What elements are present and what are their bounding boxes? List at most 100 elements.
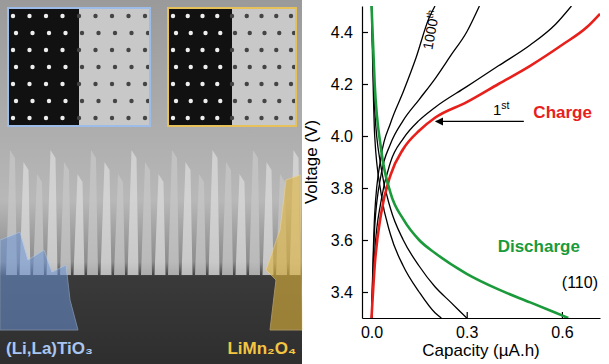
atom-column <box>274 116 278 120</box>
atom-column <box>200 82 204 86</box>
inset-dark <box>168 8 232 126</box>
y-tick: 3.8 <box>331 180 368 197</box>
atom-column <box>230 48 234 52</box>
atom-column <box>126 48 130 52</box>
atom-column <box>289 14 293 18</box>
sem-column <box>101 162 112 275</box>
atom-column <box>215 116 219 120</box>
atom-column <box>200 48 204 52</box>
atom-column <box>27 116 31 120</box>
atom-column <box>63 31 67 35</box>
atom-column <box>110 14 114 18</box>
cycle-arrow <box>436 121 524 122</box>
atom-column <box>110 82 114 86</box>
annotation: 1st <box>493 99 510 118</box>
y-tick: 4.4 <box>331 24 368 41</box>
atom-column <box>245 48 249 52</box>
y-tick-mark <box>362 136 368 137</box>
inset-lmo <box>168 8 296 126</box>
atom-column <box>14 31 18 35</box>
atom-column <box>47 65 51 69</box>
atom-column <box>11 116 15 120</box>
atom-column <box>143 116 147 120</box>
atom-column <box>143 82 147 86</box>
atom-column <box>60 14 64 18</box>
atom-column <box>171 82 175 86</box>
sem-column <box>209 150 220 275</box>
atom-column <box>129 31 133 35</box>
atom-column <box>248 31 252 35</box>
atom-column <box>27 48 31 52</box>
atom-column <box>60 116 64 120</box>
y-axis: 3.43.63.84.04.24.4 <box>331 7 368 319</box>
y-tick-label: 4.2 <box>331 76 353 93</box>
atom-column <box>218 31 222 35</box>
curve-later-cycle <box>372 6 467 318</box>
y-axis-title: Voltage (V) <box>302 120 321 204</box>
atom-column <box>186 82 190 86</box>
y-tick: 3.4 <box>331 284 368 301</box>
series-label: Discharge <box>498 237 580 256</box>
atom-column <box>30 99 34 103</box>
atom-column <box>47 31 51 35</box>
atom-column <box>110 116 114 120</box>
y-axis-line <box>362 7 363 319</box>
sem-texture <box>6 150 301 275</box>
annotation: 1000th <box>418 9 442 51</box>
atom-column <box>259 116 263 120</box>
atom-column <box>27 82 31 86</box>
atom-column <box>63 65 67 69</box>
atom-column <box>113 99 117 103</box>
atom-column <box>60 48 64 52</box>
sem-column <box>141 162 152 275</box>
atom-column <box>230 82 234 86</box>
x-axis-title: Capacity (µA.h) <box>422 341 540 360</box>
curve-first-cycle <box>372 14 600 318</box>
atom-column <box>14 99 18 103</box>
atom-column <box>274 48 278 52</box>
atom-column <box>277 99 281 103</box>
y-tick-mark <box>362 240 368 241</box>
atom-column <box>203 31 207 35</box>
atom-column <box>30 65 34 69</box>
atom-column <box>230 14 234 18</box>
atom-column <box>77 48 81 52</box>
atom-column <box>189 65 193 69</box>
atom-column <box>143 14 147 18</box>
plot-lines <box>372 6 600 318</box>
atom-column <box>189 99 193 103</box>
x-tick: 0.3 <box>456 312 478 341</box>
x-tick-label: 0.3 <box>456 324 478 341</box>
atom-column <box>200 14 204 18</box>
y-tick-label: 4.0 <box>331 128 353 145</box>
atom-column <box>93 116 97 120</box>
sem-background <box>0 0 302 364</box>
sem-column <box>128 150 139 275</box>
atom-column <box>245 116 249 120</box>
atom-column <box>262 65 266 69</box>
atom-column <box>96 99 100 103</box>
atom-column <box>126 82 130 86</box>
atom-column <box>215 82 219 86</box>
atom-column <box>289 82 293 86</box>
atom-column <box>248 65 252 69</box>
inset-light <box>79 8 150 126</box>
x-tick-label: 0.0 <box>361 324 383 341</box>
atom-column <box>113 65 117 69</box>
atom-column <box>77 82 81 86</box>
annotation: (110) <box>562 274 598 291</box>
atom-column <box>171 48 175 52</box>
atom-column <box>289 116 293 120</box>
sem-column <box>195 174 206 275</box>
atom-column <box>47 99 51 103</box>
sem-column <box>87 150 98 275</box>
y-tick: 4.0 <box>331 128 368 145</box>
atom-column <box>233 31 237 35</box>
inset-frame <box>8 8 150 126</box>
atom-column <box>44 116 48 120</box>
x-axis-line <box>363 318 601 319</box>
atom-column <box>11 14 15 18</box>
y-tick: 4.2 <box>331 76 368 93</box>
sem-column <box>114 174 125 275</box>
atom-column <box>259 82 263 86</box>
